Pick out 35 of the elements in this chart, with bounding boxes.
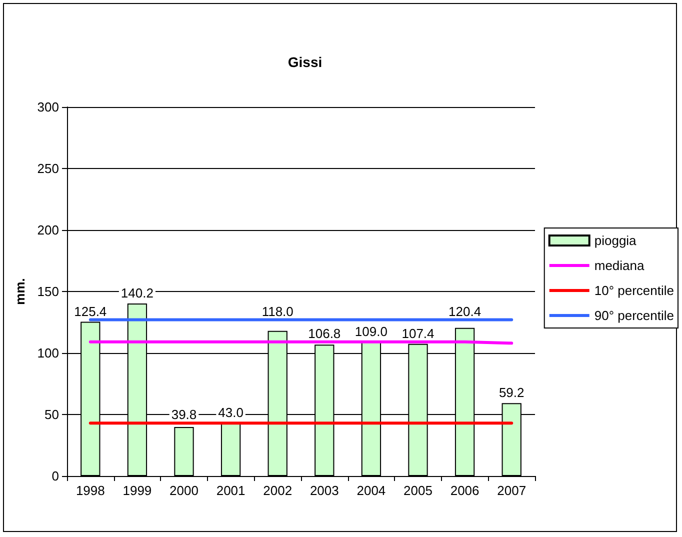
chart-title: Gissi [288,54,322,70]
x-tick-label: 2007 [497,483,526,498]
data-label: 118.0 [262,304,294,319]
y-tick-label: 300 [37,100,59,114]
y-tick-label: 250 [37,161,59,176]
y-tick-label: 0 [52,468,59,484]
x-tick-label: 2006 [450,483,480,498]
x-tick-label: 1998 [76,483,105,498]
legend-label: 90° percentile [594,308,674,323]
bar [174,427,194,476]
data-label: 106.8 [308,326,341,341]
y-tick-label: 200 [37,222,59,238]
x-tick-label: 1999 [122,483,152,498]
bar [220,423,241,476]
y-axis-title: mm. [12,278,28,305]
data-label: 39.8 [171,407,197,422]
data-label: 109.0 [354,324,388,339]
legend-label: 10° percentile [594,283,674,298]
data-label: 107.4 [402,326,434,341]
x-tick-label: 2000 [170,483,198,498]
x-tick-label: 2002 [263,483,292,498]
y-tick-label: 50 [44,407,59,422]
data-label: 125.4 [74,304,107,319]
x-tick-label: 2005 [404,483,432,498]
x-tick-label: 2001 [216,483,246,498]
data-label: 59.2 [498,385,524,400]
data-label: 140.2 [120,286,154,301]
x-tick-label: 2004 [356,483,386,498]
y-tick-label: 100 [37,346,59,360]
legend-label: pioggia [594,233,638,248]
x-tick-label: 2003 [310,483,339,498]
legend-label: mediana [594,258,645,273]
data-label: 43.0 [218,405,244,420]
data-label: 120.4 [448,304,482,319]
y-tick-label: 150 [37,284,59,299]
